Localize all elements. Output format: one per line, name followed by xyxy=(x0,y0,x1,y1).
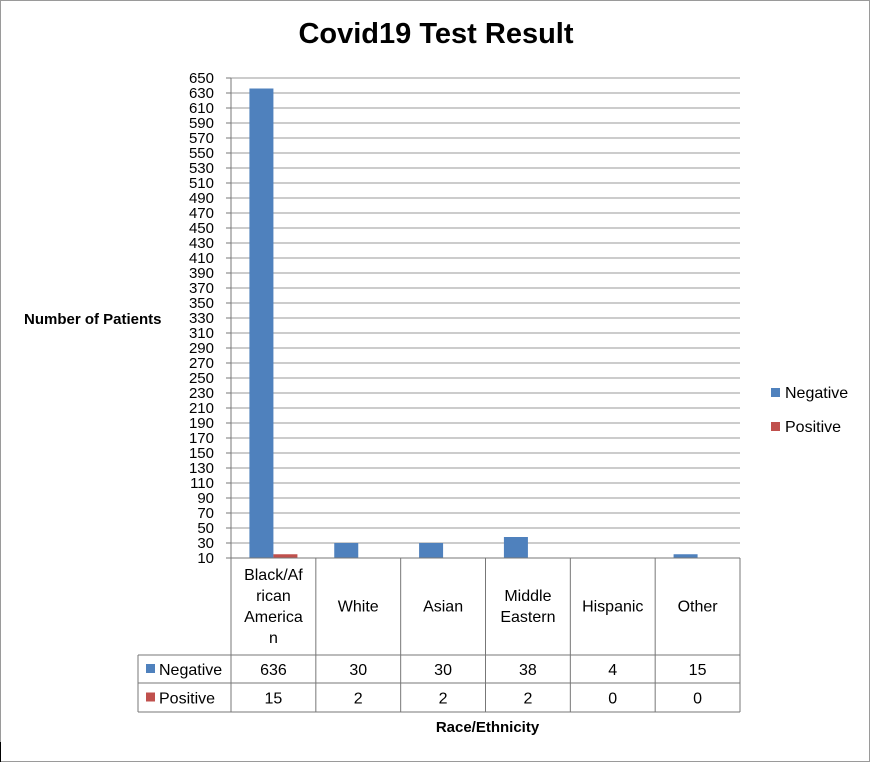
category-label: White xyxy=(338,599,379,616)
y-tick-label: 430 xyxy=(189,235,214,252)
category-label: rican xyxy=(256,588,291,605)
corner-mark xyxy=(0,742,1,762)
bar-negative xyxy=(419,543,444,558)
bar-negative xyxy=(673,554,698,558)
legend-swatch-positive xyxy=(771,422,780,431)
y-axis-label: Number of Patients xyxy=(24,311,162,328)
category-label: Black/Af xyxy=(244,567,303,584)
y-tick-label: 310 xyxy=(189,325,214,342)
table-key-swatch-positive xyxy=(146,692,155,702)
legend-item-negative: Negative xyxy=(771,385,848,403)
y-tick-label: 50 xyxy=(197,520,214,537)
table-value-positive: 0 xyxy=(608,691,617,708)
table-value-negative: 30 xyxy=(434,662,452,679)
y-tick-label: 90 xyxy=(197,490,214,507)
bar-negative xyxy=(334,543,359,558)
y-tick-label: 150 xyxy=(189,445,214,462)
table-value-positive: 0 xyxy=(693,691,702,708)
y-tick-label: 190 xyxy=(189,415,214,432)
y-tick-label: 250 xyxy=(189,370,214,387)
y-tick-label: 490 xyxy=(189,190,214,207)
table-series-name: Positive xyxy=(159,691,215,708)
y-tick-label: 530 xyxy=(189,160,214,177)
bar-negative xyxy=(503,537,528,558)
y-tick-label: 170 xyxy=(189,430,214,447)
y-tick-label: 650 xyxy=(189,70,214,87)
y-tick-label: 630 xyxy=(189,85,214,102)
y-tick-label: 410 xyxy=(189,250,214,267)
y-tick-label: 210 xyxy=(189,400,214,417)
y-tick-label: 350 xyxy=(189,295,214,312)
table-value-negative: 4 xyxy=(608,662,617,679)
category-label: Eastern xyxy=(500,609,555,626)
y-tick-label: 70 xyxy=(197,505,214,522)
y-tick-label: 570 xyxy=(189,130,214,147)
y-tick-label: 270 xyxy=(189,355,214,372)
y-tick-label: 230 xyxy=(189,385,214,402)
category-label: Asian xyxy=(423,599,463,616)
bar-negative xyxy=(249,88,274,558)
table-value-positive: 2 xyxy=(439,691,448,708)
y-tick-label: 470 xyxy=(189,205,214,222)
y-tick-label: 10 xyxy=(197,550,214,567)
table-value-negative: 38 xyxy=(519,662,537,679)
legend-label-negative: Negative xyxy=(785,385,849,402)
table-value-negative: 15 xyxy=(689,662,707,679)
y-tick-label: 110 xyxy=(190,475,214,492)
table-value-positive: 15 xyxy=(265,691,283,708)
y-tick-label: 590 xyxy=(189,115,214,132)
y-tick-label: 610 xyxy=(189,100,214,117)
y-tick-label: 30 xyxy=(197,535,214,552)
category-label: Hispanic xyxy=(582,599,643,616)
legend-swatch-negative xyxy=(771,388,780,397)
category-label: America xyxy=(244,609,303,626)
legend-item-positive: Positive xyxy=(771,419,841,437)
bar-positive xyxy=(273,554,298,558)
y-tick-label: 510 xyxy=(189,175,214,192)
x-axis-label: Race/Ethnicity xyxy=(435,719,540,736)
table-value-positive: 2 xyxy=(354,691,363,708)
table-key-swatch-negative xyxy=(146,664,155,673)
table-value-negative: 30 xyxy=(349,662,367,679)
y-tick-label: 330 xyxy=(189,310,214,327)
table-value-negative: 636 xyxy=(260,662,287,679)
chart-title: Covid19 Test Result xyxy=(298,18,574,50)
table-value-positive: 2 xyxy=(523,691,532,708)
y-tick-label: 550 xyxy=(189,145,214,162)
y-tick-label: 370 xyxy=(189,280,214,297)
y-tick-label: 130 xyxy=(189,460,214,477)
y-tick-label: 450 xyxy=(189,220,214,237)
table-series-name: Negative xyxy=(159,662,222,679)
y-tick-label: 290 xyxy=(189,340,214,357)
y-tick-label: 390 xyxy=(189,265,214,282)
legend-label-positive: Positive xyxy=(785,419,842,436)
category-label: Other xyxy=(678,599,719,616)
category-label: n xyxy=(269,630,278,647)
category-label: Middle xyxy=(504,588,551,605)
